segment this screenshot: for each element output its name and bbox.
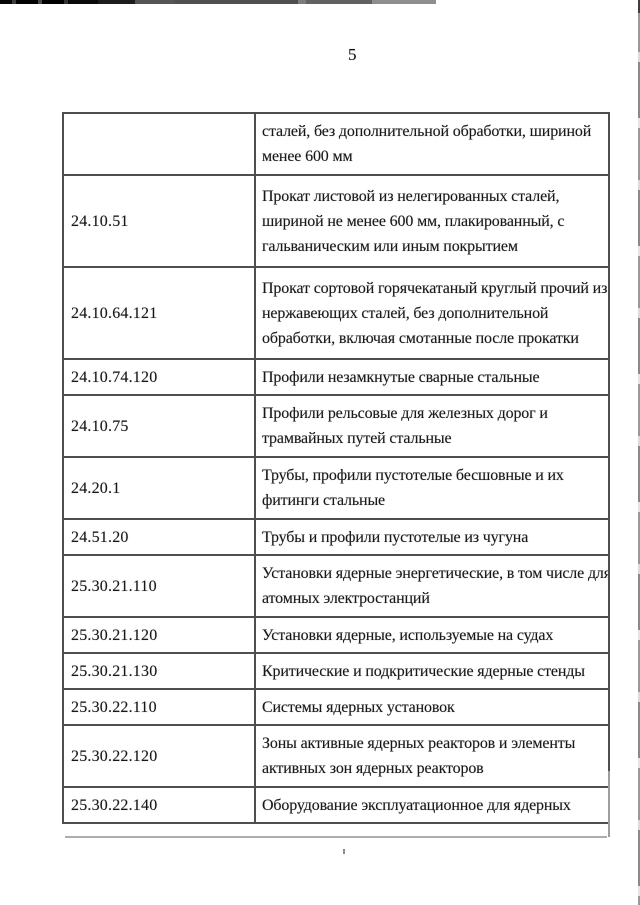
scan-artifact-table-right-shadow [608, 771, 610, 837]
product-code-cell: 24.20.1 [62, 456, 256, 520]
product-codes-table: сталей, без дополнительной обработки, ши… [62, 112, 610, 824]
table-row: сталей, без дополнительной обработки, ши… [62, 112, 610, 176]
product-code-cell [62, 112, 256, 176]
product-code-cell: 25.30.22.140 [62, 786, 256, 824]
table-row: 25.30.21.120 Установки ядерные, использу… [62, 616, 610, 654]
table-row: 24.10.64.121 Прокат сортовой горячекатан… [62, 266, 610, 360]
product-description-cell: Оборудование эксплуатационное для ядерны… [254, 786, 610, 824]
product-code-cell: 24.10.64.121 [62, 266, 256, 360]
product-description-cell: Профили рельсовые для железных дорог и т… [254, 394, 610, 458]
table-row: 24.10.74.120 Профили незамкнутые сварные… [62, 358, 610, 396]
page-number: 5 [348, 45, 357, 64]
product-code-cell: 25.30.22.120 [62, 724, 256, 788]
scan-artifact-right-edge [638, 0, 640, 905]
product-description-cell: Трубы и профили пустотелые из чугуна [254, 518, 610, 556]
product-description-cell: Установки ядерные, используемые на судах [254, 616, 610, 654]
table-row: 25.30.22.110 Системы ядерных установок [62, 688, 610, 726]
product-description-cell: Трубы, профили пустотелые бесшовные и их… [254, 456, 610, 520]
scan-speck [343, 849, 345, 854]
product-code-cell: 25.30.21.110 [62, 554, 256, 618]
product-code-cell: 24.51.20 [62, 518, 256, 556]
scan-artifact-table-bottom-shadow [65, 836, 607, 838]
product-description-cell: Прокат листовой из нелегированных сталей… [254, 174, 610, 268]
product-code-cell: 25.30.22.110 [62, 688, 256, 726]
table-row: 25.30.22.140 Оборудование эксплуатационн… [62, 786, 610, 824]
product-description-cell: Установки ядерные энергетические, в том … [254, 554, 610, 618]
table-row: 25.30.21.110 Установки ядерные энергетич… [62, 554, 610, 618]
product-description-cell: Критические и подкритические ядерные сте… [254, 652, 610, 690]
product-description-cell: Прокат сортовой горячекатаный круглый пр… [254, 266, 610, 360]
table-row: 25.30.21.130 Критические и подкритически… [62, 652, 610, 690]
table-row: 24.10.51 Прокат листовой из нелегированн… [62, 174, 610, 268]
product-code-cell: 24.10.74.120 [62, 358, 256, 396]
scan-artifact-right-edge-dark [638, 0, 640, 13]
product-code-cell: 25.30.21.120 [62, 616, 256, 654]
product-description-cell: Профили незамкнутые сварные стальные [254, 358, 610, 396]
scan-artifact-top-edge [0, 0, 436, 4]
product-description-cell: сталей, без дополнительной обработки, ши… [254, 112, 610, 176]
product-code-cell: 24.10.51 [62, 174, 256, 268]
product-description-cell: Зоны активные ядерных реакторов и элемен… [254, 724, 610, 788]
product-description-cell: Системы ядерных установок [254, 688, 610, 726]
product-code-cell: 24.10.75 [62, 394, 256, 458]
table-row: 24.10.75 Профили рельсовые для железных … [62, 394, 610, 458]
table-row: 25.30.22.120 Зоны активные ядерных реакт… [62, 724, 610, 788]
table-row: 24.20.1 Трубы, профили пустотелые бесшов… [62, 456, 610, 520]
table-row: 24.51.20 Трубы и профили пустотелые из ч… [62, 518, 610, 556]
product-code-cell: 25.30.21.130 [62, 652, 256, 690]
